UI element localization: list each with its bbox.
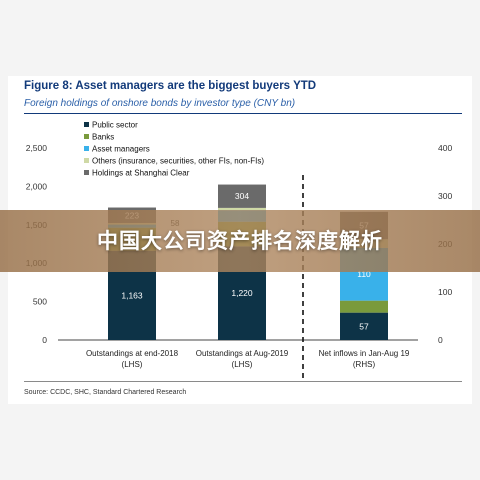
bar-segment [340, 312, 388, 340]
legend-swatch [84, 158, 89, 163]
legend-entry-label: Public sector [92, 121, 138, 130]
legend-entry-label: Asset managers [92, 145, 150, 154]
legend-swatch [84, 122, 89, 127]
right-axis-tick-label: 400 [438, 143, 452, 153]
source-divider [24, 381, 462, 382]
title-divider [24, 113, 462, 114]
x-axis-category-label: Net inflows in Jan-Aug 19 [319, 349, 410, 358]
legend-swatch [84, 146, 89, 151]
bar-data-label: 110 [357, 269, 371, 279]
right-axis-tick-label: 0 [438, 335, 443, 345]
right-axis-tick-label: 300 [438, 191, 452, 201]
left-axis-tick-label: 500 [33, 297, 47, 307]
x-axis-category-label: Outstandings at end-2018 [86, 349, 179, 358]
figure-subtitle: Foreign holdings of onshore bonds by inv… [24, 98, 296, 109]
left-axis-tick-label: 2,000 [26, 181, 48, 191]
x-axis-category-label: Outstandings at Aug-2019 [196, 349, 289, 358]
legend-swatch [84, 134, 89, 139]
legend-entry-label: Holdings at Shanghai Clear [92, 169, 190, 178]
left-axis-tick-label: 0 [42, 335, 47, 345]
x-axis-category-label: (LHS) [232, 360, 253, 369]
legend-entry-label: Banks [92, 133, 114, 142]
figure-title: Figure 8: Asset managers are the biggest… [24, 80, 317, 92]
bar-segment [340, 300, 388, 313]
bar-data-label: 1,163 [121, 290, 143, 300]
figure-source: Source: CCDC, SHC, Standard Chartered Re… [24, 389, 187, 396]
bar-segment [218, 184, 266, 208]
legend-entry-label: Others (insurance, securities, other FIs… [92, 157, 264, 166]
bar-data-label: 304 [235, 191, 249, 201]
overlay-banner: 中国大公司资产排名深度解析 [0, 210, 480, 272]
x-axis-category-label: (RHS) [353, 360, 376, 369]
bar-data-label: 1,220 [231, 288, 253, 298]
legend-swatch [84, 170, 89, 175]
bar-data-label: 57 [359, 321, 369, 331]
left-axis-tick-label: 2,500 [26, 143, 48, 153]
right-axis-tick-label: 100 [438, 287, 452, 297]
x-axis-category-label: (LHS) [122, 360, 143, 369]
bar-segment [218, 207, 266, 211]
banner-title: 中国大公司资产排名深度解析 [97, 229, 383, 253]
